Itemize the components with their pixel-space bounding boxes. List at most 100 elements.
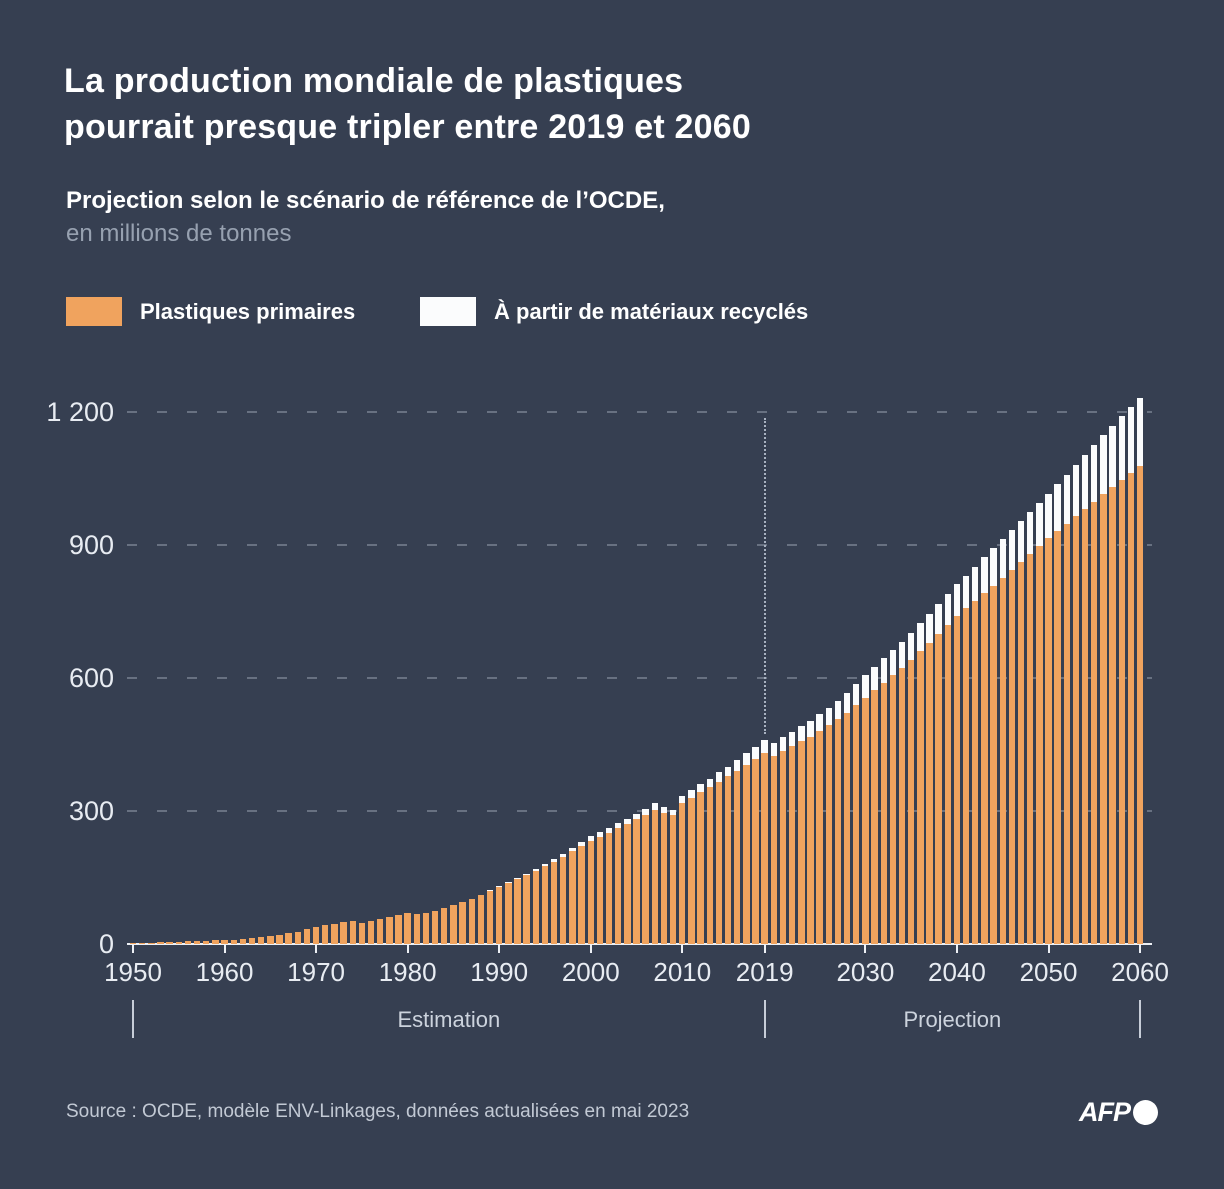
bar-1951 <box>138 942 146 944</box>
bar-2010-primary-segment <box>679 803 686 944</box>
bar-2031-recycled-segment <box>871 666 878 691</box>
bar-1983 <box>431 910 439 944</box>
bar-1966-primary-segment <box>276 934 283 944</box>
bar-1976-primary-segment <box>367 920 375 944</box>
bar-2018-primary-segment <box>752 759 759 944</box>
legend-item-primary: Plastiques primaires <box>66 297 355 326</box>
bar-1991-recycled-segment <box>505 881 512 884</box>
bar-2056 <box>1100 435 1107 944</box>
bar-2043 <box>981 557 988 944</box>
bar-2059-primary-segment <box>1127 473 1135 944</box>
bar-2005-recycled-segment <box>633 814 640 820</box>
bar-2043-primary-segment <box>981 593 988 944</box>
bar-2055-recycled-segment <box>1091 445 1098 502</box>
x-axis-label-2050: 2050 <box>1019 957 1078 987</box>
bar-2056-primary-segment <box>1100 494 1107 944</box>
bar-1962 <box>239 938 247 944</box>
gridline-900 <box>127 543 1152 546</box>
bar-2044-primary-segment <box>990 585 997 944</box>
y-axis-label-300: 300 <box>68 795 114 826</box>
bar-2030 <box>862 675 869 944</box>
bar-1950 <box>129 943 137 944</box>
bar-2042-primary-segment <box>972 600 979 944</box>
bar-2057-primary-segment <box>1109 487 1116 944</box>
bar-1977-primary-segment <box>376 919 384 944</box>
bar-1969 <box>303 929 311 944</box>
bar-1975 <box>358 922 366 944</box>
bar-2059-recycled-segment <box>1127 407 1135 474</box>
bar-1995-primary-segment <box>541 866 549 944</box>
bar-2055-primary-segment <box>1091 501 1098 944</box>
bar-2014-recycled-segment <box>715 772 723 782</box>
bar-1970-primary-segment <box>312 927 320 944</box>
bar-1990 <box>496 885 503 944</box>
x-axis-label-2040: 2040 <box>928 957 986 987</box>
bar-2011-primary-segment <box>688 797 695 944</box>
bar-2041-primary-segment <box>962 608 970 944</box>
bar-1992 <box>514 877 521 944</box>
bar-2007-primary-segment <box>651 809 659 944</box>
phase-separator-1950 <box>132 1000 134 1038</box>
bar-2042-recycled-segment <box>972 566 979 601</box>
bar-2016 <box>734 760 741 944</box>
bar-2025-recycled-segment <box>816 714 823 732</box>
bar-1972-primary-segment <box>331 923 338 944</box>
bar-2053-primary-segment <box>1072 516 1080 944</box>
x-tick-2040 <box>955 944 958 953</box>
bar-2020-recycled-segment <box>770 743 778 757</box>
bar-2016-recycled-segment <box>734 760 741 771</box>
bar-1959 <box>212 940 219 944</box>
bar-2001-primary-segment <box>596 836 604 944</box>
bar-2050-primary-segment <box>1045 538 1052 944</box>
bar-1954-primary-segment <box>166 942 173 944</box>
bar-2000 <box>587 836 594 944</box>
bar-2027-primary-segment <box>834 719 842 944</box>
bar-1998-recycled-segment <box>569 847 576 852</box>
x-axis-label-1990: 1990 <box>470 957 529 987</box>
bar-2005-primary-segment <box>633 819 640 944</box>
bar-1974-primary-segment <box>349 920 356 944</box>
bar-1956-primary-segment <box>184 941 192 944</box>
bar-1979 <box>395 914 402 944</box>
bar-2041 <box>962 575 970 944</box>
bar-2018 <box>752 746 759 944</box>
bar-1999-primary-segment <box>578 846 585 944</box>
bar-2051 <box>1054 484 1061 944</box>
bar-2060 <box>1136 398 1144 944</box>
bar-2013-primary-segment <box>706 787 713 944</box>
bar-1989 <box>486 890 494 944</box>
bar-1995 <box>541 864 549 944</box>
bar-1988 <box>477 894 485 944</box>
bar-2005 <box>633 814 640 944</box>
x-tick-2050 <box>1047 944 1050 953</box>
bar-1962-primary-segment <box>239 938 247 944</box>
bar-2047 <box>1017 521 1025 944</box>
bar-2006-recycled-segment <box>642 808 649 815</box>
bar-1961-primary-segment <box>230 939 237 944</box>
reference-line-2019 <box>763 417 766 735</box>
bar-2052-recycled-segment <box>1063 474 1070 524</box>
bar-2053 <box>1072 465 1080 944</box>
bar-2031 <box>871 666 878 944</box>
bar-2013 <box>706 778 713 944</box>
y-axis-label-1200: 1 200 <box>46 396 114 427</box>
bar-1988-primary-segment <box>477 895 485 944</box>
bar-1986-primary-segment <box>459 901 466 944</box>
bar-2020-primary-segment <box>770 756 778 944</box>
bar-2040-primary-segment <box>953 615 961 944</box>
bar-2024 <box>807 720 814 944</box>
bar-2052-primary-segment <box>1063 523 1070 944</box>
bar-2053-recycled-segment <box>1072 465 1080 517</box>
bar-2004-primary-segment <box>624 823 631 944</box>
bar-1991 <box>505 881 512 944</box>
bar-2008-primary-segment <box>660 812 668 944</box>
x-axis-label-2030: 2030 <box>836 957 895 987</box>
bar-2035-recycled-segment <box>907 633 915 661</box>
bar-2038-primary-segment <box>935 633 942 944</box>
bar-2025 <box>816 714 823 944</box>
bar-2026 <box>825 707 832 944</box>
bar-2017-primary-segment <box>743 764 750 944</box>
bar-2011 <box>688 790 695 944</box>
bar-2001-recycled-segment <box>596 832 604 837</box>
bar-2024-recycled-segment <box>807 720 814 737</box>
